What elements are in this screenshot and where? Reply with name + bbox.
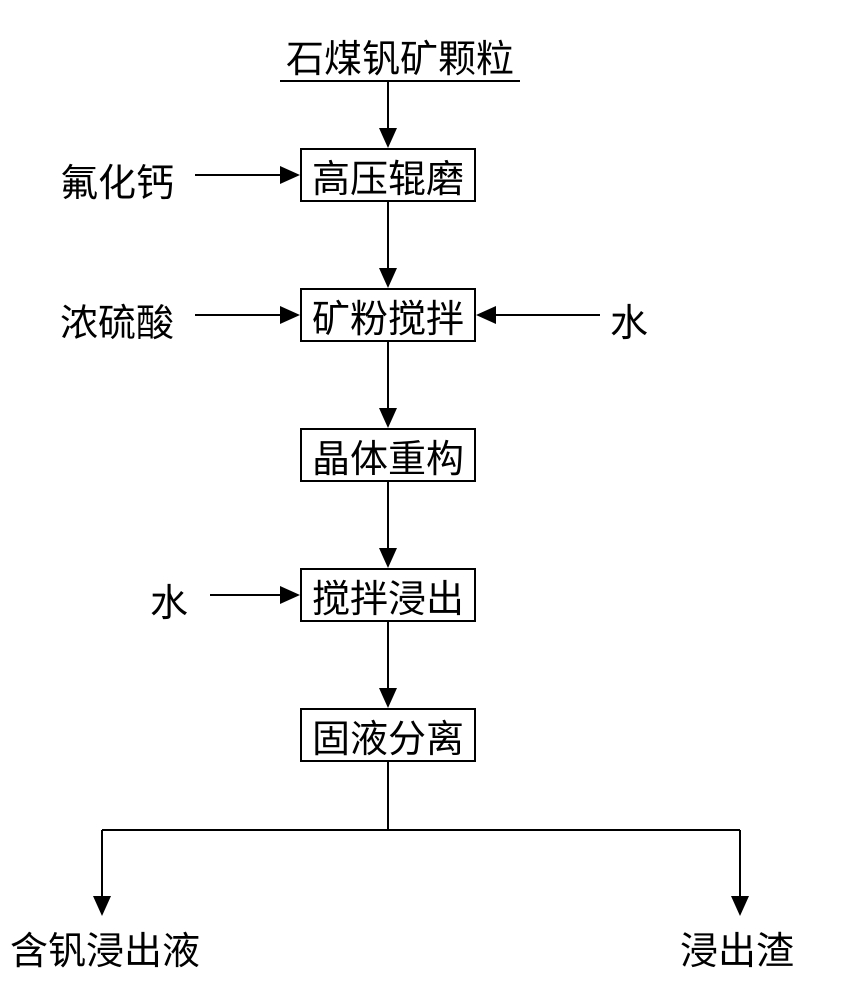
node-in4: 水 [150,572,200,620]
node-step1: 高压辊磨 [300,148,476,202]
node-out1: 含钒浸出液 [10,920,220,968]
edge-4-arrowhead [379,688,397,708]
node-step4: 搅拌浸出 [300,568,476,622]
edge-0-arrowhead [379,128,397,148]
node-step2: 矿粉搅拌 [300,288,476,342]
node-in2: 浓硫酸 [60,292,190,340]
edge-2-arrowhead [379,408,397,428]
flowchart-canvas: 石煤钒矿颗粒高压辊磨矿粉搅拌晶体重构搅拌浸出固液分离氟化钙浓硫酸水水含钒浸出液浸… [0,0,863,1000]
edge-3-arrowhead [379,548,397,568]
node-in3: 水 [610,292,660,340]
node-out2: 浸出渣 [680,920,810,968]
edge-6-arrowhead [280,166,300,184]
edge-12-arrowhead [731,896,749,916]
edge-1-arrowhead [379,268,397,288]
node-start: 石煤钒矿颗粒 [280,28,520,76]
node-step3: 晶体重构 [300,428,476,482]
edge-11-arrowhead [93,896,111,916]
edge-9-arrowhead [280,586,300,604]
edge-7-arrowhead [280,306,300,324]
node-start-underline [280,80,520,82]
node-in1: 氟化钙 [60,152,190,200]
node-step5: 固液分离 [300,708,476,762]
edge-8-arrowhead [476,306,496,324]
